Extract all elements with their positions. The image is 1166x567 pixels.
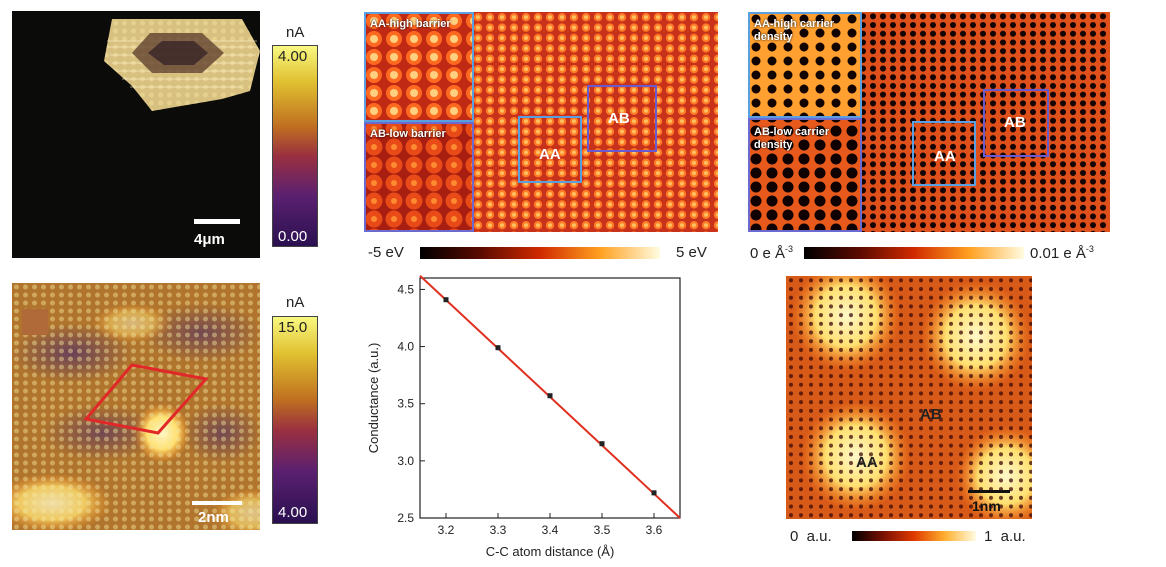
scale-bar-label: 2nm <box>198 509 229 526</box>
density-cbar-min: 0 e Å-3 <box>750 244 793 262</box>
barrier-cbar-max: 5 eV <box>676 244 707 261</box>
scale-bar <box>192 501 242 505</box>
y-tick-label: 2.5 <box>397 511 414 525</box>
y-tick-label: 4.5 <box>397 282 414 296</box>
density-cbar-max-sup: -3 <box>1085 244 1094 254</box>
region-ab-label: AB <box>608 110 630 127</box>
x-tick-label: 3.3 <box>490 523 507 537</box>
region-aa-label: AA <box>934 148 956 165</box>
density-cbar-max: 0.01 e Å-3 <box>1030 244 1094 262</box>
ab-box <box>983 89 1049 157</box>
colorbar-vertical <box>272 45 318 247</box>
simulated-lattice <box>786 276 1032 519</box>
moire-drawing <box>12 283 260 530</box>
simulated-colorbar <box>852 531 976 541</box>
density-cbar-min-sup: -3 <box>785 244 794 254</box>
y-tick-label: 4.0 <box>397 340 414 354</box>
data-point <box>599 441 605 447</box>
simulated-cbar-max: 1 a.u. <box>984 528 1026 545</box>
flake-drawing <box>104 19 260 111</box>
region-aa-label: AA <box>539 146 561 163</box>
density-cbar-max-text: 0.01 e Å <box>1030 245 1086 262</box>
x-tick-label: 3.6 <box>646 523 663 537</box>
y-tick-label: 3.5 <box>397 397 414 411</box>
conductance-chart: 3.2 3.3 3.4 3.5 3.6 2.5 3.0 3.5 4.0 4.5 C-C atom … <box>366 274 681 559</box>
inset-aa-line1: AA-high carrier <box>754 18 835 30</box>
colorbar-unit: nA <box>286 294 305 311</box>
data-point <box>443 297 449 303</box>
inset-ab-label: AB-low barrier <box>370 128 446 140</box>
unit-cell-outline <box>83 363 209 435</box>
density-colorbar <box>804 247 1024 259</box>
inset-aa-label: AA-high barrier <box>370 18 451 30</box>
scale-bar <box>194 219 240 224</box>
barrier-colorbar <box>420 247 660 259</box>
simulated-cbar-min: 0 a.u. <box>790 528 832 545</box>
colorbar-max: 15.0 <box>278 319 308 336</box>
y-tick-label: 3.0 <box>397 454 414 468</box>
barrier-map: AA-high barrier AB-low barrier AA AB <box>364 12 718 232</box>
colorbar-vertical <box>272 316 318 524</box>
colorbar-unit: nA <box>286 24 305 41</box>
x-tick-label: 3.5 <box>594 523 611 537</box>
ab-box <box>587 85 657 152</box>
simulated-image: AA AB 1nm <box>786 276 1032 519</box>
data-point <box>651 490 657 496</box>
afm-flake-image: 4μm <box>12 11 260 258</box>
scale-bar-label: 4μm <box>194 231 225 248</box>
barrier-cbar-min: -5 eV <box>368 244 404 261</box>
aa-box <box>518 116 582 183</box>
x-tick-label: 3.2 <box>438 523 455 537</box>
region-ab-label: AB <box>1004 114 1026 131</box>
inset-aa-line2: density <box>754 31 793 43</box>
data-point <box>495 345 501 351</box>
inset-ab-line2: density <box>754 139 793 151</box>
barrier-lattice <box>364 12 718 232</box>
region-ab-label: AB <box>920 406 942 423</box>
colorbar-min: 0.00 <box>278 228 308 245</box>
density-map: AA-high carrier density AB-low carrier d… <box>748 12 1110 232</box>
inset-aa-label: AA-high carrier density <box>754 18 834 44</box>
aa-box <box>912 121 976 186</box>
inset-ab-label: AB-low carrier density <box>754 126 829 152</box>
inset-ab-line1: AB-low carrier <box>754 126 830 138</box>
colorbar-max: 4.00 <box>278 48 308 65</box>
data-point <box>547 393 553 399</box>
density-cbar-min-text: 0 e Å <box>750 245 786 262</box>
colorbar-min: 4.00 <box>278 504 308 521</box>
scale-bar-label: 1nm <box>972 498 1001 514</box>
afm-moire-image: 2nm <box>12 283 260 530</box>
y-axis-label: Conductance (a.u.) <box>366 343 381 454</box>
x-tick-label: 3.4 <box>542 523 559 537</box>
region-aa-label: AA <box>856 454 878 471</box>
scale-bar <box>968 490 1010 493</box>
x-axis-label: C-C atom distance (Å) <box>486 544 615 559</box>
density-lattice <box>748 12 1110 232</box>
